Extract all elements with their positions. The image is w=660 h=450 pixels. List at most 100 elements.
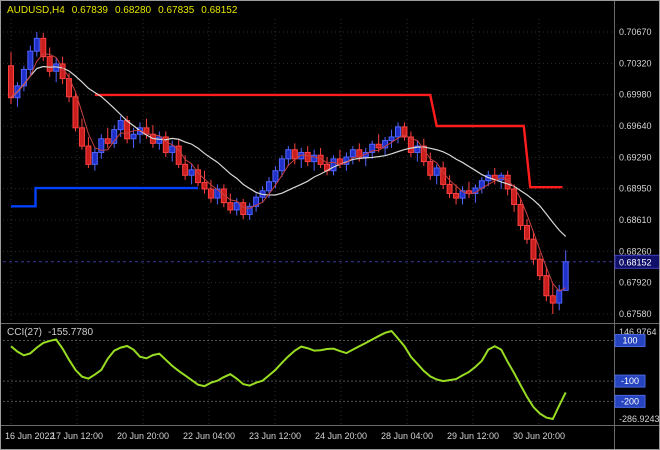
- candle-body: [278, 158, 285, 172]
- candle-body: [517, 203, 524, 226]
- candle-body: [536, 258, 543, 277]
- cci-level-badge: [614, 334, 646, 348]
- high-value: 0.68280: [114, 5, 152, 16]
- candle-body: [220, 188, 227, 204]
- candle-body: [459, 190, 466, 199]
- candle-body: [543, 275, 550, 297]
- candle-body: [246, 205, 253, 216]
- candle-body: [395, 126, 401, 138]
- candle-body: [272, 170, 279, 183]
- cci-scale-max: 146.9764: [619, 327, 657, 337]
- cci-level-badge-label: -100: [621, 376, 639, 386]
- candle-body: [175, 145, 182, 165]
- candle-body: [427, 161, 434, 176]
- candle-body: [285, 149, 292, 160]
- symbol-timeframe-label: AUDUSD,H4: [7, 5, 65, 16]
- candle-body: [201, 182, 208, 190]
- cci-line: [10, 329, 567, 421]
- cci-level-badge: [614, 394, 646, 408]
- candle-body: [446, 183, 453, 195]
- current-price-badge-label: 0.68152: [619, 257, 652, 267]
- candle-body: [388, 136, 395, 142]
- candle-body: [27, 50, 34, 70]
- candle-body: [311, 154, 318, 163]
- price-axis-label: 0.70670: [619, 27, 652, 37]
- price-axis-label: 0.68950: [619, 184, 652, 194]
- candle-body: [233, 202, 240, 211]
- candle-body: [182, 163, 189, 176]
- candle-body: [549, 295, 556, 304]
- candle-body: [524, 224, 530, 240]
- candle-body: [162, 136, 169, 153]
- moving-average-slow: [10, 65, 567, 237]
- time-axis-label: 16 Jun 2022: [5, 431, 55, 441]
- candle-body: [253, 196, 260, 207]
- price-axis-label: 0.70320: [619, 58, 652, 68]
- candle-body: [414, 145, 421, 153]
- candle-body: [117, 120, 124, 131]
- price-axis-label: 0.69290: [619, 152, 652, 162]
- price-axis-label: 0.68610: [619, 215, 652, 225]
- time-axis-label: 22 Jun 04:00: [183, 431, 235, 441]
- candle-body: [330, 158, 337, 172]
- candle-body: [562, 261, 569, 291]
- candle-body: [33, 37, 40, 52]
- candle-body: [169, 145, 176, 153]
- candle-body: [240, 202, 247, 216]
- candle-body: [8, 65, 14, 99]
- candle-body: [46, 56, 53, 72]
- candle-body: [188, 169, 195, 176]
- candle-body: [98, 138, 105, 153]
- time-axis-label: 29 Jun 12:00: [447, 431, 499, 441]
- cci-level-badge-label: -200: [621, 396, 639, 406]
- cci-current-value: -155.7780: [48, 327, 94, 338]
- close-value: 0.68152: [201, 5, 238, 16]
- candle-body: [304, 151, 311, 163]
- candle-body: [401, 126, 408, 138]
- price-axis-label: 0.67580: [619, 309, 652, 319]
- candle-body: [433, 167, 440, 176]
- open-value: 0.67839: [71, 5, 108, 16]
- candle-body: [349, 149, 356, 158]
- time-axis-label: 28 Jun 04:00: [381, 431, 433, 441]
- support-line-blue: [11, 186, 199, 208]
- price-axis-label: 0.68260: [619, 246, 652, 256]
- current-price-badge: [614, 254, 659, 269]
- low-value: 0.67835: [158, 5, 195, 16]
- candle-body: [530, 238, 537, 260]
- cci-indicator-label: CCI(27) -155.7780: [7, 327, 99, 338]
- candle-body: [156, 136, 163, 144]
- candle-body: [78, 127, 85, 147]
- candle-body: [369, 143, 376, 153]
- candle-body: [556, 289, 563, 304]
- candle-body: [227, 202, 234, 211]
- candle-body: [85, 145, 92, 165]
- candle-body: [195, 169, 202, 184]
- price-axis-label: 0.69640: [619, 121, 652, 131]
- time-axis-label: 23 Jun 12:00: [249, 431, 301, 441]
- candle-body: [214, 188, 221, 199]
- candle-body: [111, 129, 118, 144]
- time-axis-label: 24 Jun 20:00: [315, 431, 367, 441]
- candle-body: [266, 181, 272, 192]
- cci-name: CCI(27): [7, 327, 43, 338]
- candle-body: [453, 193, 460, 199]
- moving-average-fast: [10, 53, 566, 292]
- candle-body: [20, 68, 27, 87]
- time-axis-label: 20 Jun 20:00: [117, 431, 169, 441]
- candle-body: [59, 63, 66, 80]
- time-axis-label: 30 Jun 20:00: [513, 431, 565, 441]
- candle-body: [104, 138, 111, 144]
- candle-body: [72, 96, 79, 129]
- cci-level-badge-label: 100: [622, 336, 637, 346]
- candle-body: [375, 143, 382, 149]
- candle-body: [407, 136, 414, 153]
- cci-scale-min: -286.9243: [619, 414, 660, 424]
- time-axis-label: 17 Jun 12:00: [51, 431, 103, 441]
- cci-level-badge: [614, 374, 646, 388]
- candle-body: [40, 37, 47, 58]
- candle-body: [91, 151, 98, 165]
- candle-body: [207, 188, 214, 199]
